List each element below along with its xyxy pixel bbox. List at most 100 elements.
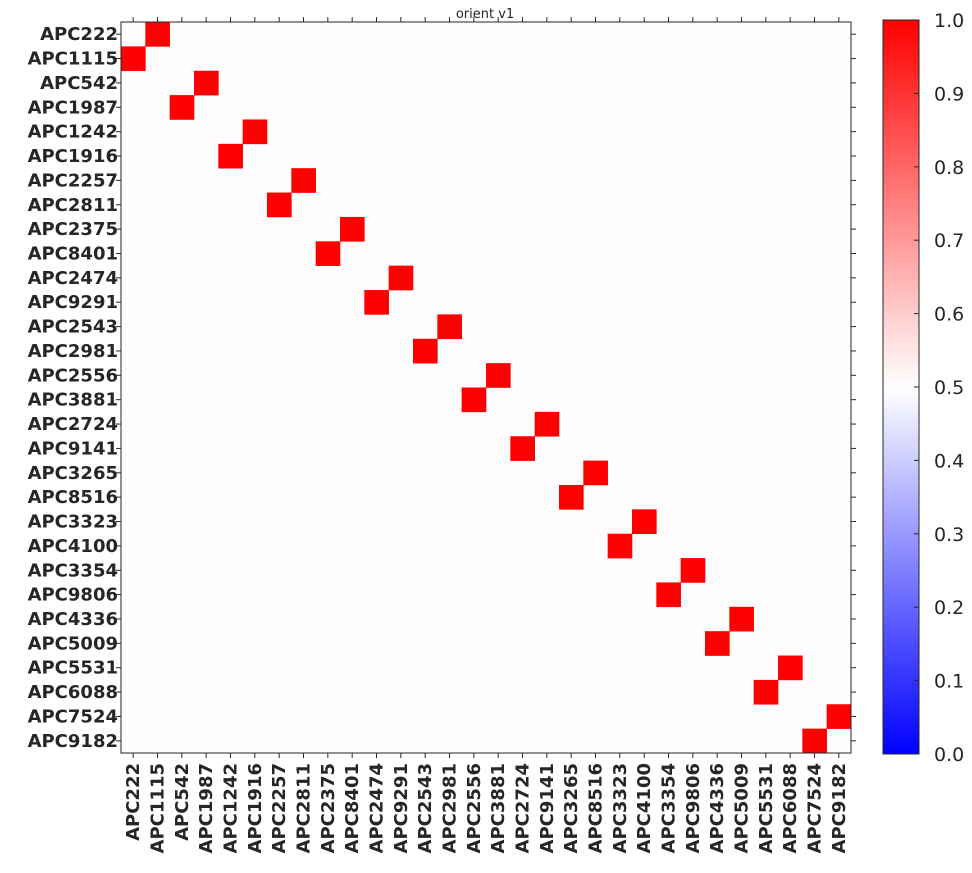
y-tick-label: APC2724 [28, 414, 118, 435]
y-tick-label: APC1987 [28, 97, 118, 118]
colorbar-tick-label: 1.0 [934, 10, 964, 32]
y-tick-label: APC3265 [28, 463, 118, 484]
x-tick-label: APC9806 [683, 763, 704, 853]
x-tick-label: APC1115 [148, 763, 169, 853]
heatmap-cell [437, 314, 462, 340]
y-tick-label: APC4336 [28, 609, 118, 630]
y-tick-label: APC2811 [28, 195, 118, 216]
x-tick-label: APC4336 [707, 763, 728, 853]
heatmap-cell [583, 460, 608, 486]
y-tick-label: APC2981 [28, 341, 118, 362]
heatmap-cell [121, 46, 146, 72]
x-tick-label: APC4100 [634, 763, 655, 853]
colorbar-tick-label: 0.5 [934, 377, 964, 399]
x-tick-label: APC3323 [610, 763, 631, 853]
heatmap-cell [169, 95, 195, 120]
heatmap-cell [267, 192, 292, 218]
y-tick-label: APC2543 [28, 317, 118, 338]
heatmap-cell [388, 265, 414, 291]
y-tick-label: APC9806 [28, 585, 118, 606]
x-tick-label: APC2375 [318, 763, 339, 853]
x-tick-label: APC1242 [221, 763, 242, 853]
x-tick-label: APC5531 [756, 763, 777, 853]
x-tick-label: APC2724 [513, 763, 534, 853]
y-tick-label: APC9141 [28, 438, 118, 459]
x-tick-label: APC3265 [561, 763, 582, 853]
heatmap-cell [486, 363, 511, 388]
y-tick-label: APC3323 [28, 512, 118, 533]
heatmap-cell [802, 728, 827, 754]
heatmap-cell [218, 143, 243, 169]
y-tick-label: APC2474 [28, 268, 118, 289]
colorbar-tick-label: 0.4 [934, 450, 964, 472]
y-tick-label: APC1242 [28, 122, 118, 143]
colorbar-tick-label: 0.8 [934, 157, 964, 179]
x-tick-label: APC2811 [294, 763, 315, 853]
heatmap-cell [413, 338, 438, 364]
x-tick-label: APC542 [172, 763, 193, 841]
heatmap-cell [242, 119, 268, 145]
x-tick-label: APC222 [123, 763, 144, 841]
heatmap-cell [680, 558, 706, 583]
heatmap-cell [778, 655, 803, 681]
y-tick-label: APC8516 [28, 487, 118, 508]
y-tick-label: APC6088 [28, 682, 118, 703]
heatmap-cell [315, 241, 341, 266]
heatmap-cell [753, 679, 779, 705]
colorbar-tick-label: 0.7 [934, 230, 964, 252]
y-tick-label: APC542 [40, 73, 118, 94]
colorbar-tick-label: 0.2 [934, 597, 964, 619]
x-tick-label: APC7524 [805, 763, 826, 853]
colorbar-tick-label: 0.0 [934, 744, 964, 766]
x-tick-label: APC9291 [391, 763, 412, 853]
x-tick-label: APC6088 [780, 763, 801, 853]
x-tick-label: APC2543 [415, 763, 436, 853]
x-tick-label: APC9182 [829, 763, 850, 853]
heatmap-cell [510, 436, 535, 461]
y-tick-label: APC5009 [28, 633, 118, 654]
heatmap-cell [534, 411, 560, 437]
x-tick-label: APC2257 [269, 763, 290, 853]
heatmap-cell [559, 484, 584, 510]
y-tick-label: APC2556 [28, 365, 118, 386]
heatmap-cell [729, 606, 754, 632]
y-tick-label: APC222 [40, 24, 118, 45]
x-tick-label: APC2981 [440, 763, 461, 853]
heatmap-cell [607, 533, 633, 559]
y-tick-label: APC5531 [28, 658, 118, 679]
heatmap-cell [291, 168, 316, 193]
y-tick-label: APC1115 [28, 49, 118, 70]
x-tick-label: APC3881 [488, 763, 509, 853]
colorbar-gradient [883, 20, 919, 754]
y-tick-label: APC3881 [28, 390, 118, 411]
y-tick-label: APC7524 [28, 706, 118, 727]
x-tick-label: APC5009 [732, 763, 753, 853]
x-tick-label: APC3354 [659, 763, 680, 853]
colorbar-tick-label: 0.6 [934, 304, 964, 326]
heatmap-cell [194, 70, 219, 96]
y-tick-label: APC2375 [28, 219, 118, 240]
y-tick-label: APC8401 [28, 243, 118, 264]
heatmap-cell [364, 290, 389, 315]
y-tick-label: APC3354 [28, 560, 118, 581]
x-tick-label: APC9141 [537, 763, 558, 853]
chart-title: orient v1 [456, 7, 514, 22]
x-tick-label: APC8516 [586, 763, 607, 853]
heatmap-cell [705, 631, 730, 656]
y-tick-label: APC4100 [28, 536, 118, 557]
y-tick-label: APC9291 [28, 292, 118, 313]
heatmap-cell [461, 387, 487, 413]
heatmap-cell [826, 704, 852, 729]
colorbar-tick-label: 0.3 [934, 524, 964, 546]
x-tick-label: APC2556 [464, 763, 485, 853]
heatmap-cell [656, 582, 681, 608]
heatmap-cell [340, 216, 365, 242]
heatmap-cell [145, 22, 170, 47]
x-tick-label: APC8401 [342, 763, 363, 853]
plot-frame [120, 21, 852, 754]
y-tick-label: APC2257 [28, 170, 118, 191]
y-tick-label: APC1916 [28, 146, 118, 167]
heatmap-cell [632, 509, 657, 534]
